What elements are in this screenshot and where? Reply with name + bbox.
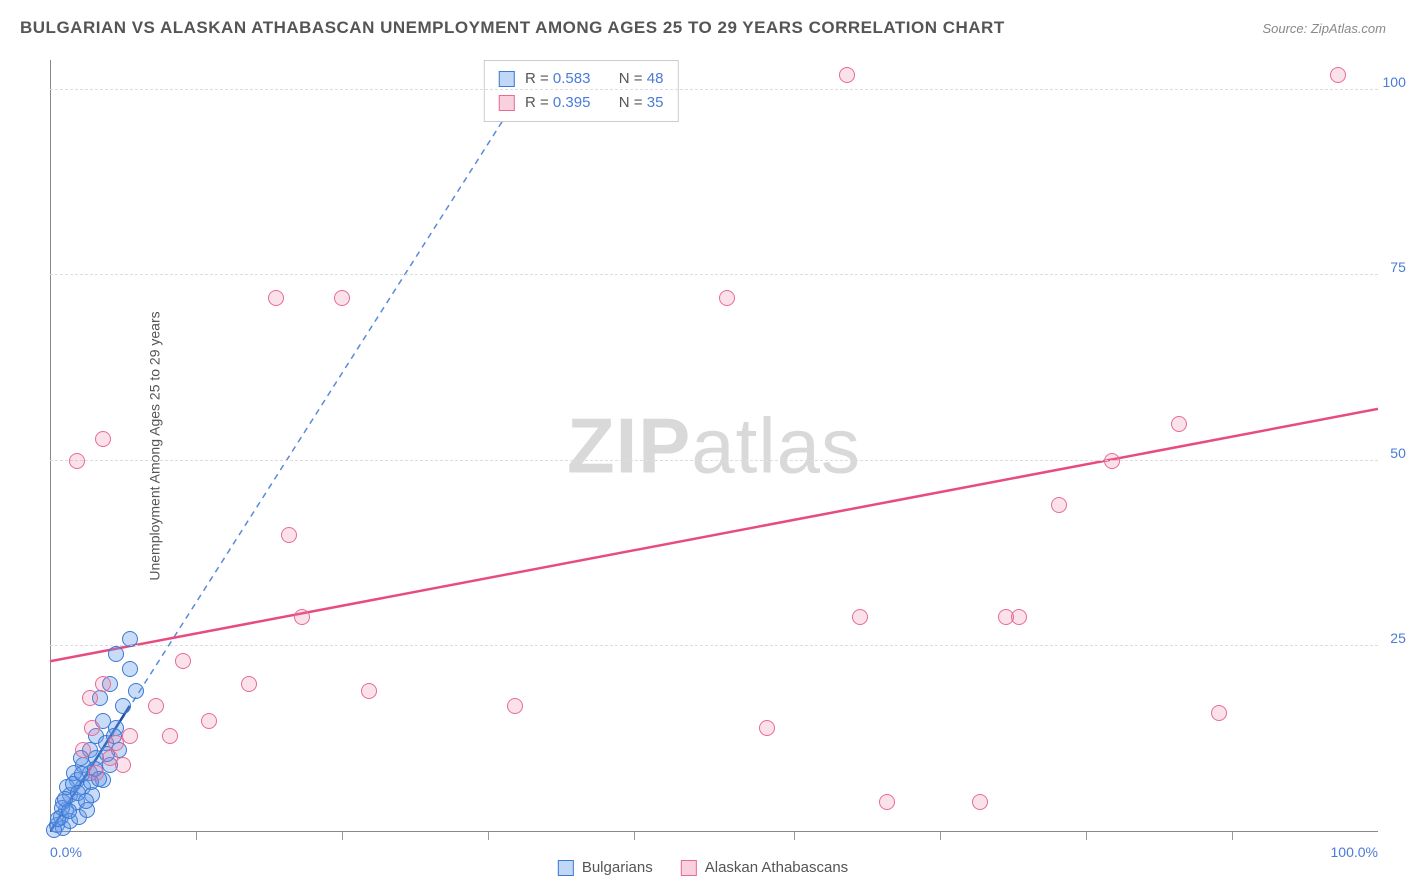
data-point: [759, 720, 775, 736]
data-point: [879, 794, 895, 810]
data-point: [719, 290, 735, 306]
source-link[interactable]: ZipAtlas.com: [1311, 21, 1386, 36]
data-point: [1211, 705, 1227, 721]
data-point: [128, 683, 144, 699]
swatch-blue-icon: [558, 860, 574, 876]
grid-line: [50, 645, 1378, 646]
swatch-pink-icon: [499, 95, 515, 111]
x-tick: [342, 832, 343, 840]
data-point: [972, 794, 988, 810]
x-tick: [794, 832, 795, 840]
data-point: [268, 290, 284, 306]
x-tick-label: 100.0%: [1331, 844, 1378, 860]
series-legend: Bulgarians Alaskan Athabascans: [558, 859, 848, 876]
x-tick-label: 0.0%: [50, 844, 82, 860]
grid-line: [50, 274, 1378, 275]
watermark: ZIPatlas: [567, 401, 861, 492]
y-tick-label: 25.0%: [1390, 630, 1406, 646]
swatch-blue-icon: [499, 71, 515, 87]
trend-lines: [50, 60, 1378, 832]
data-point: [122, 631, 138, 647]
data-point: [175, 653, 191, 669]
data-point: [95, 431, 111, 447]
grid-line: [50, 89, 1378, 90]
x-tick: [634, 832, 635, 840]
x-axis-line: [50, 831, 1378, 832]
data-point: [1011, 609, 1027, 625]
data-point: [108, 646, 124, 662]
data-point: [1104, 453, 1120, 469]
data-point: [88, 765, 104, 781]
y-tick-label: 75.0%: [1390, 259, 1406, 275]
data-point: [115, 698, 131, 714]
grid-line: [50, 460, 1378, 461]
scatter-chart: Unemployment Among Ages 25 to 29 years Z…: [50, 60, 1378, 832]
data-point: [281, 527, 297, 543]
legend-item-bulgarians: Bulgarians: [558, 859, 653, 876]
stats-row-bulgarians: R = 0.583 N = 48: [499, 67, 663, 91]
chart-title: BULGARIAN VS ALASKAN ATHABASCAN UNEMPLOY…: [20, 18, 1005, 38]
data-point: [69, 453, 85, 469]
data-point: [1051, 497, 1067, 513]
y-tick-label: 100.0%: [1383, 74, 1406, 90]
stats-legend-box: R = 0.583 N = 48 R = 0.395 N = 35: [484, 60, 678, 122]
legend-item-athabascans: Alaskan Athabascans: [681, 859, 848, 876]
x-tick: [940, 832, 941, 840]
data-point: [61, 803, 77, 819]
data-point: [75, 742, 91, 758]
data-point: [162, 728, 178, 744]
source-attribution: Source: ZipAtlas.com: [1262, 21, 1386, 36]
data-point: [241, 676, 257, 692]
data-point: [852, 609, 868, 625]
data-point: [839, 67, 855, 83]
data-point: [201, 713, 217, 729]
x-tick: [196, 832, 197, 840]
data-point: [78, 793, 94, 809]
stats-row-athabascans: R = 0.395 N = 35: [499, 91, 663, 115]
y-axis-label: Unemployment Among Ages 25 to 29 years: [147, 311, 163, 580]
data-point: [122, 728, 138, 744]
data-point: [82, 690, 98, 706]
x-tick: [1086, 832, 1087, 840]
data-point: [148, 698, 164, 714]
data-point: [507, 698, 523, 714]
data-point: [1330, 67, 1346, 83]
data-point: [361, 683, 377, 699]
swatch-pink-icon: [681, 860, 697, 876]
y-tick-label: 50.0%: [1390, 445, 1406, 461]
data-point: [84, 720, 100, 736]
data-point: [115, 757, 131, 773]
data-point: [1171, 416, 1187, 432]
x-tick: [488, 832, 489, 840]
data-point: [122, 661, 138, 677]
x-tick: [1232, 832, 1233, 840]
data-point: [294, 609, 310, 625]
data-point: [334, 290, 350, 306]
y-axis-line: [50, 60, 51, 832]
data-point: [95, 676, 111, 692]
